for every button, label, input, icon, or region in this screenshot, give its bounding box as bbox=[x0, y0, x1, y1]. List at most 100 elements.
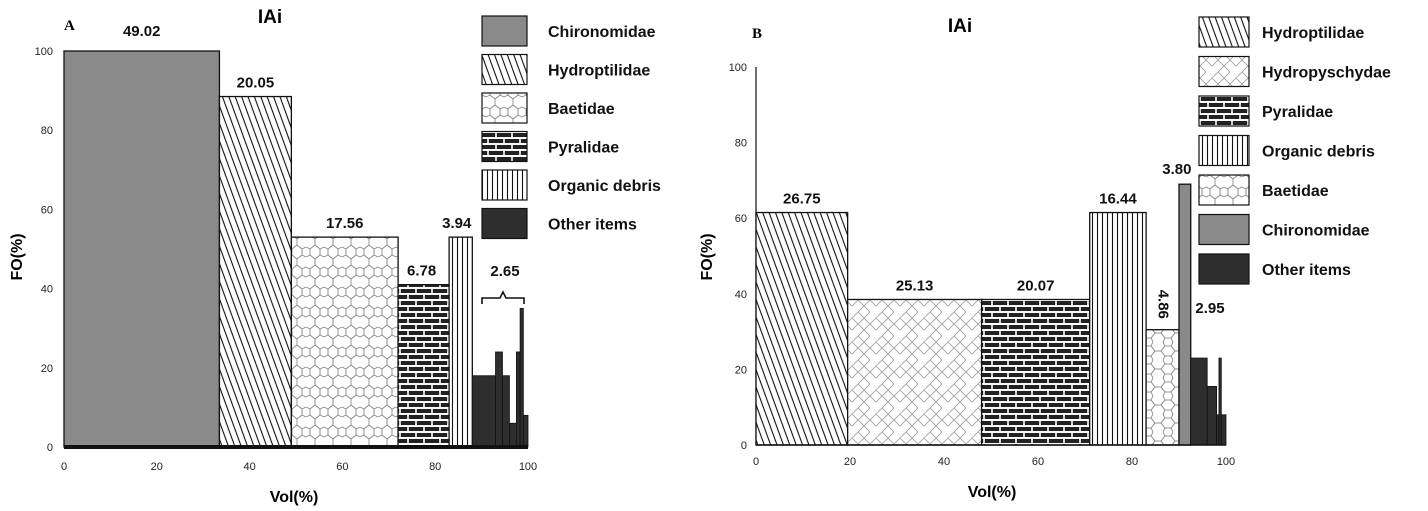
legend-label: Organic debris bbox=[1262, 144, 1375, 161]
y-tick-label: 0 bbox=[741, 440, 747, 452]
panel-a: A IAi FO(%) Vol(%) 0 20 40 60 80 100 0 20 40 60 8… bbox=[9, 7, 661, 506]
x-axis-ticks: 0 20 40 60 80 100 bbox=[753, 456, 1235, 468]
y-tick-label: 0 bbox=[47, 442, 53, 454]
bar-other-items bbox=[1206, 386, 1217, 446]
bar-chironomidae bbox=[1178, 183, 1192, 446]
y-tick-label: 80 bbox=[41, 125, 53, 137]
x-tick-label: 60 bbox=[336, 461, 348, 473]
x-tick-label: 0 bbox=[61, 461, 67, 473]
x-axis-title: Vol(%) bbox=[968, 484, 1017, 501]
y-tick-label: 60 bbox=[735, 213, 747, 225]
legend-label: Other items bbox=[548, 217, 637, 234]
bars bbox=[63, 50, 473, 448]
data-label-other-items: 2.65 bbox=[490, 263, 519, 280]
legend-swatch bbox=[481, 169, 528, 201]
bar-other-items bbox=[1190, 357, 1208, 446]
data-labels: 49.02 20.05 17.56 6.78 3.94 2.65 bbox=[123, 23, 520, 280]
bar-other-items bbox=[516, 351, 521, 448]
legend-label: Other items bbox=[1262, 262, 1351, 279]
legend-label: Hydroptilidae bbox=[548, 63, 650, 80]
legend-swatch bbox=[1198, 55, 1250, 88]
x-tick-label: 20 bbox=[151, 461, 163, 473]
y-axis-ticks: 0 20 40 60 80 100 bbox=[35, 46, 53, 454]
x-tick-label: 100 bbox=[1217, 456, 1235, 468]
y-tick-label: 40 bbox=[41, 284, 53, 296]
data-label: 3.94 bbox=[442, 215, 472, 232]
y-tick-label: 40 bbox=[735, 289, 747, 301]
legend-swatch bbox=[481, 53, 528, 86]
data-label: 20.05 bbox=[237, 75, 275, 92]
legend-swatch bbox=[1198, 134, 1250, 167]
bar-baetidae bbox=[290, 236, 399, 448]
y-axis-title: FO(%) bbox=[9, 233, 26, 280]
x-tick-label: 100 bbox=[519, 461, 537, 473]
panel-label: A bbox=[64, 18, 75, 34]
bar-baetidae bbox=[1145, 329, 1180, 446]
legend-swatch bbox=[1198, 213, 1250, 246]
y-axis-title: FO(%) bbox=[699, 233, 716, 280]
y-tick-label: 100 bbox=[729, 62, 747, 74]
chart-title: IAi bbox=[948, 16, 972, 37]
bar-hydropyschydae bbox=[847, 298, 983, 446]
x-tick-label: 60 bbox=[1032, 456, 1044, 468]
legend-swatch bbox=[1198, 95, 1250, 127]
bar-chironomidae bbox=[63, 50, 221, 448]
legend-label: Organic debris bbox=[548, 178, 661, 195]
bar-organic-debris bbox=[448, 236, 473, 448]
bar-organic-debris bbox=[1089, 211, 1147, 446]
legend-swatch bbox=[1198, 16, 1250, 48]
bar-other-items bbox=[1220, 414, 1227, 446]
bar-pyralidae bbox=[397, 283, 450, 448]
x-tick-label: 20 bbox=[844, 456, 856, 468]
legend-label: Pyralidae bbox=[1262, 104, 1333, 121]
bar-other-items bbox=[519, 307, 524, 448]
x-tick-label: 80 bbox=[429, 461, 441, 473]
bar-hydroptilidae bbox=[218, 95, 293, 448]
x-tick-label: 0 bbox=[753, 456, 759, 468]
y-tick-label: 20 bbox=[735, 364, 747, 376]
data-label: 3.80 bbox=[1162, 161, 1191, 178]
legend-swatch bbox=[481, 15, 528, 47]
bars bbox=[755, 183, 1192, 446]
x-axis-ticks: 0 20 40 60 80 100 bbox=[61, 461, 537, 473]
bar-hydroptilidae bbox=[755, 211, 849, 446]
legend-label: Pyralidae bbox=[548, 140, 619, 157]
legend-label: Chironomidae bbox=[1262, 223, 1370, 240]
data-label: 6.78 bbox=[407, 263, 436, 280]
data-label: 49.02 bbox=[123, 23, 161, 40]
data-label: 26.75 bbox=[783, 191, 821, 208]
other-items-bars bbox=[471, 307, 529, 448]
y-tick-label: 80 bbox=[735, 138, 747, 150]
bar-other-items bbox=[502, 375, 510, 448]
legend-label: Chironomidae bbox=[548, 24, 656, 41]
x-tick-label: 40 bbox=[243, 461, 255, 473]
legend: Chironomidae Hydroptilidae Baetidae Pyralid… bbox=[481, 15, 661, 240]
panel-b: B IAi FO(%) Vol(%) 0 20 40 60 80 100 0 20 40 60 8… bbox=[699, 16, 1391, 501]
data-label: 20.07 bbox=[1017, 277, 1055, 294]
legend-swatch bbox=[1198, 174, 1250, 206]
y-tick-label: 20 bbox=[41, 363, 53, 375]
data-label: 25.13 bbox=[896, 277, 934, 294]
bar-other-items bbox=[471, 375, 496, 448]
legend-swatch bbox=[481, 130, 528, 163]
data-label: 4.86 bbox=[1155, 290, 1172, 319]
bar-other-items bbox=[522, 414, 529, 448]
legend-label: Hydropyschydae bbox=[1262, 65, 1391, 82]
legend-label: Hydroptilidae bbox=[1262, 25, 1364, 42]
bar-pyralidae bbox=[980, 298, 1091, 446]
data-label: 17.56 bbox=[326, 215, 364, 232]
bar-other-items bbox=[509, 422, 517, 448]
y-tick-label: 100 bbox=[35, 46, 53, 58]
legend-swatch bbox=[1198, 253, 1250, 285]
legend-swatch bbox=[481, 207, 528, 240]
data-labels: 26.75 25.13 20.07 16.44 4.86 3.80 2.95 bbox=[783, 161, 1225, 319]
legend-swatch bbox=[481, 92, 528, 124]
panel-label: B bbox=[752, 26, 762, 42]
data-label: 16.44 bbox=[1099, 191, 1137, 208]
other-items-bars bbox=[1190, 357, 1227, 446]
x-tick-label: 80 bbox=[1126, 456, 1138, 468]
bar-other-items bbox=[495, 351, 503, 448]
y-tick-label: 60 bbox=[41, 204, 53, 216]
other-items-brace bbox=[481, 290, 525, 304]
